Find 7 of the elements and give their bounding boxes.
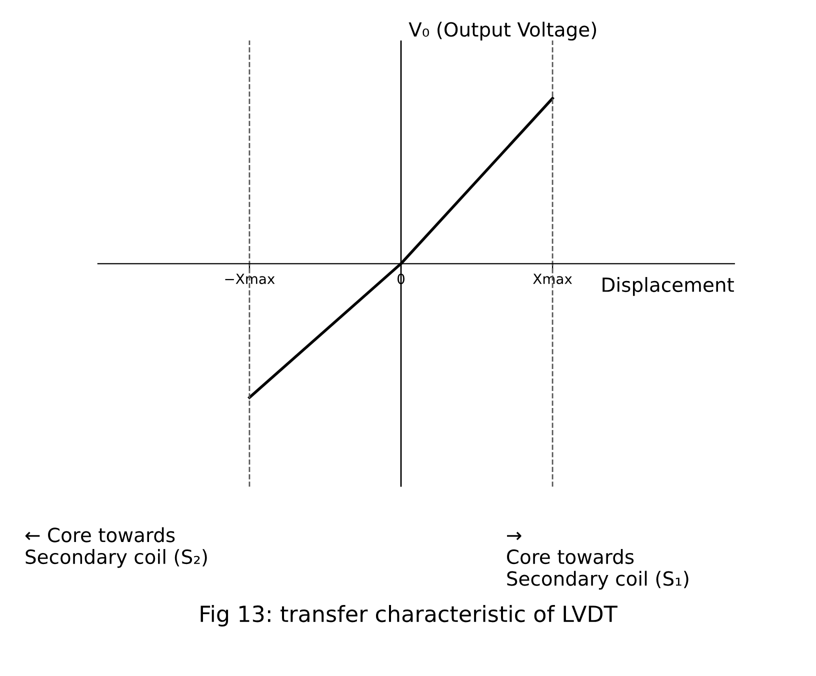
text: ← Core towards Secondary coil (S₂) (25, 527, 207, 568)
y-axis-title: V₀ (Output Voltage) (408, 22, 596, 41)
text: Fig 13: transfer characteristic of LVDT (200, 605, 618, 627)
x-axis-title: Displacement (602, 277, 734, 296)
x-tick-label: −Xmax (225, 274, 275, 284)
text: → Core towards Secondary coil (S₁) (507, 532, 688, 590)
x-tick-label: Xmax (533, 274, 572, 284)
